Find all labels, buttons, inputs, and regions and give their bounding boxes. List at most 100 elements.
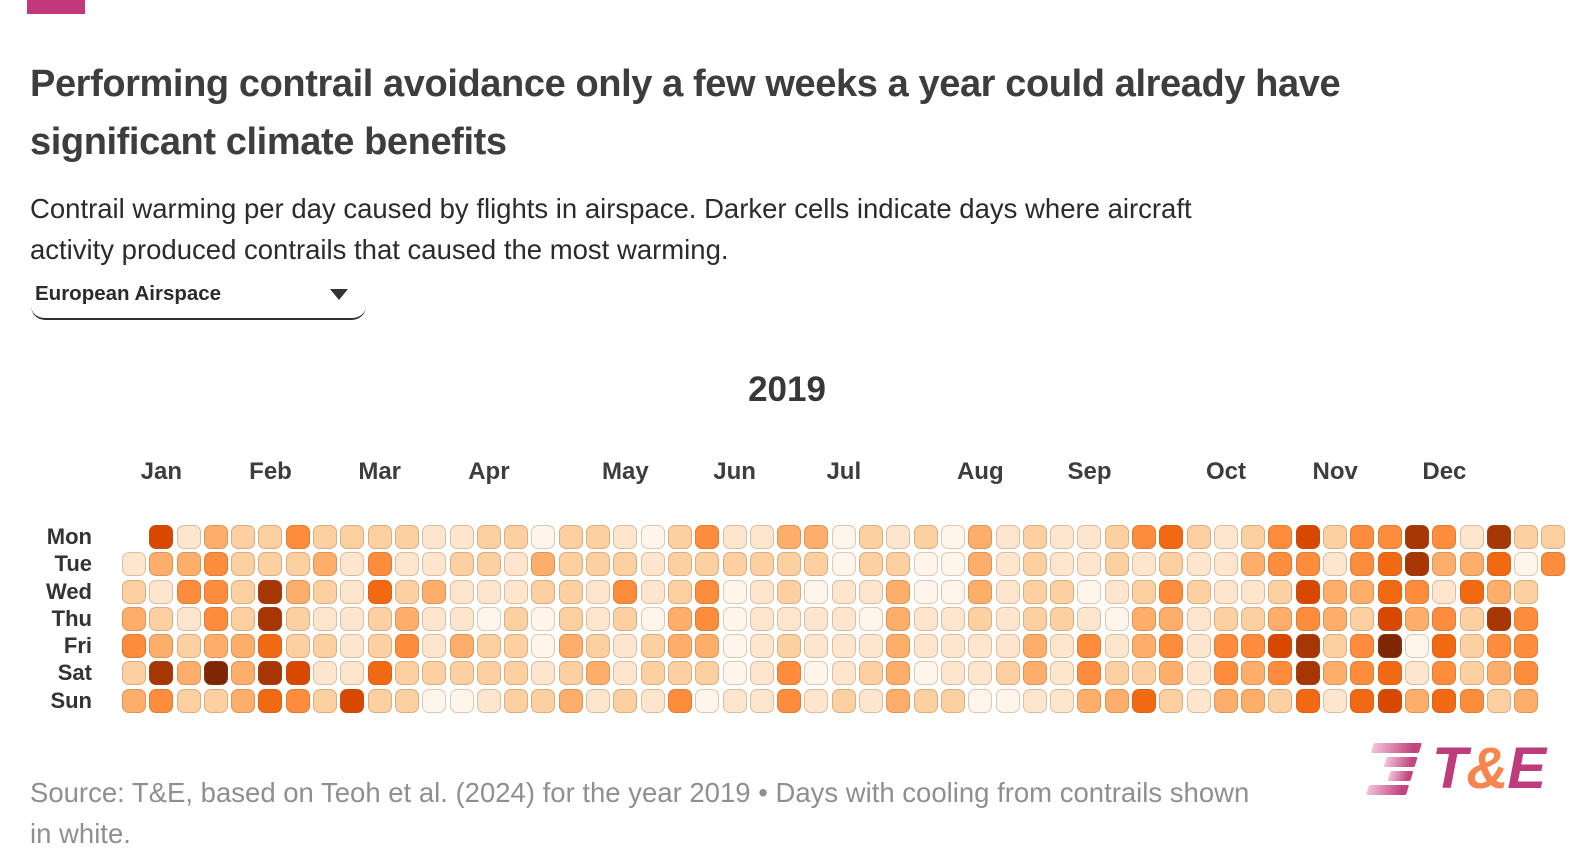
heatmap-cell[interactable] <box>1432 525 1457 549</box>
heatmap-cell[interactable] <box>968 634 993 659</box>
heatmap-cell[interactable] <box>1350 688 1375 713</box>
heatmap-cell[interactable] <box>1432 579 1457 604</box>
heatmap-cell[interactable] <box>394 634 419 659</box>
heatmap-cell[interactable] <box>1268 634 1293 659</box>
heatmap-cell[interactable] <box>968 606 993 631</box>
heatmap-cell[interactable] <box>1131 579 1156 604</box>
heatmap-cell[interactable] <box>422 579 447 604</box>
heatmap-cell[interactable] <box>558 525 583 549</box>
heatmap-cell[interactable] <box>804 634 829 659</box>
heatmap-cell[interactable] <box>394 688 419 713</box>
heatmap-cell[interactable] <box>422 661 447 686</box>
heatmap-cell[interactable] <box>285 606 310 631</box>
heatmap-cell[interactable] <box>531 579 556 604</box>
heatmap-cell[interactable] <box>231 661 256 686</box>
heatmap-cell[interactable] <box>176 606 201 631</box>
heatmap-cell[interactable] <box>1459 634 1484 659</box>
heatmap-cell[interactable] <box>777 552 802 577</box>
heatmap-cell[interactable] <box>1432 661 1457 686</box>
heatmap-cell[interactable] <box>1268 606 1293 631</box>
heatmap-cell[interactable] <box>1159 634 1184 659</box>
heatmap-cell[interactable] <box>422 634 447 659</box>
heatmap-cell[interactable] <box>968 525 993 549</box>
heatmap-cell[interactable] <box>1186 579 1211 604</box>
heatmap-cell[interactable] <box>1213 525 1238 549</box>
heatmap-cell[interactable] <box>1131 688 1156 713</box>
heatmap-cell[interactable] <box>285 634 310 659</box>
heatmap-cell[interactable] <box>831 688 856 713</box>
heatmap-cell[interactable] <box>422 688 447 713</box>
heatmap-cell[interactable] <box>913 661 938 686</box>
heatmap-cell[interactable] <box>913 552 938 577</box>
heatmap-cell[interactable] <box>777 661 802 686</box>
heatmap-cell[interactable] <box>722 688 747 713</box>
heatmap-cell[interactable] <box>176 688 201 713</box>
heatmap-cell[interactable] <box>476 688 501 713</box>
heatmap-cell[interactable] <box>1295 661 1320 686</box>
heatmap-cell[interactable] <box>613 579 638 604</box>
heatmap-cell[interactable] <box>586 661 611 686</box>
heatmap-cell[interactable] <box>1323 688 1348 713</box>
heatmap-cell[interactable] <box>1077 606 1102 631</box>
heatmap-cell[interactable] <box>1241 688 1266 713</box>
heatmap-cell[interactable] <box>1186 606 1211 631</box>
heatmap-cell[interactable] <box>1131 525 1156 549</box>
heatmap-cell[interactable] <box>859 634 884 659</box>
heatmap-cell[interactable] <box>1241 525 1266 549</box>
heatmap-cell[interactable] <box>394 552 419 577</box>
heatmap-cell[interactable] <box>149 525 174 549</box>
heatmap-cell[interactable] <box>1159 552 1184 577</box>
heatmap-cell[interactable] <box>1323 634 1348 659</box>
heatmap-cell[interactable] <box>1323 579 1348 604</box>
heatmap-cell[interactable] <box>1159 579 1184 604</box>
heatmap-cell[interactable] <box>886 552 911 577</box>
heatmap-cell[interactable] <box>1022 661 1047 686</box>
heatmap-cell[interactable] <box>1131 634 1156 659</box>
heatmap-cell[interactable] <box>1213 688 1238 713</box>
heatmap-cell[interactable] <box>1486 634 1511 659</box>
heatmap-cell[interactable] <box>1159 661 1184 686</box>
heatmap-cell[interactable] <box>1323 661 1348 686</box>
heatmap-cell[interactable] <box>749 661 774 686</box>
heatmap-cell[interactable] <box>667 552 692 577</box>
heatmap-cell[interactable] <box>1186 525 1211 549</box>
heatmap-cell[interactable] <box>968 579 993 604</box>
heatmap-cell[interactable] <box>203 661 228 686</box>
heatmap-cell[interactable] <box>1077 661 1102 686</box>
heatmap-cell[interactable] <box>504 661 529 686</box>
heatmap-cell[interactable] <box>1295 688 1320 713</box>
heatmap-cell[interactable] <box>667 525 692 549</box>
heatmap-cell[interactable] <box>886 525 911 549</box>
heatmap-cell[interactable] <box>1350 552 1375 577</box>
heatmap-cell[interactable] <box>859 688 884 713</box>
heatmap-cell[interactable] <box>1077 579 1102 604</box>
heatmap-cell[interactable] <box>1486 661 1511 686</box>
heatmap-cell[interactable] <box>504 606 529 631</box>
heatmap-cell[interactable] <box>449 552 474 577</box>
heatmap-cell[interactable] <box>340 634 365 659</box>
heatmap-cell[interactable] <box>995 579 1020 604</box>
heatmap-cell[interactable] <box>1432 606 1457 631</box>
heatmap-cell[interactable] <box>749 579 774 604</box>
heatmap-cell[interactable] <box>1459 606 1484 631</box>
heatmap-cell[interactable] <box>995 634 1020 659</box>
heatmap-cell[interactable] <box>1022 579 1047 604</box>
heatmap-cell[interactable] <box>749 688 774 713</box>
heatmap-cell[interactable] <box>667 606 692 631</box>
heatmap-cell[interactable] <box>1022 552 1047 577</box>
heatmap-cell[interactable] <box>394 606 419 631</box>
heatmap-cell[interactable] <box>1131 606 1156 631</box>
heatmap-cell[interactable] <box>531 634 556 659</box>
heatmap-cell[interactable] <box>285 579 310 604</box>
heatmap-cell[interactable] <box>640 552 665 577</box>
heatmap-cell[interactable] <box>1459 579 1484 604</box>
heatmap-cell[interactable] <box>313 634 338 659</box>
heatmap-cell[interactable] <box>613 634 638 659</box>
heatmap-cell[interactable] <box>995 661 1020 686</box>
heatmap-cell[interactable] <box>1104 552 1129 577</box>
heatmap-cell[interactable] <box>367 606 392 631</box>
heatmap-cell[interactable] <box>1213 634 1238 659</box>
heatmap-cell[interactable] <box>695 661 720 686</box>
heatmap-cell[interactable] <box>1022 634 1047 659</box>
heatmap-cell[interactable] <box>122 579 146 604</box>
